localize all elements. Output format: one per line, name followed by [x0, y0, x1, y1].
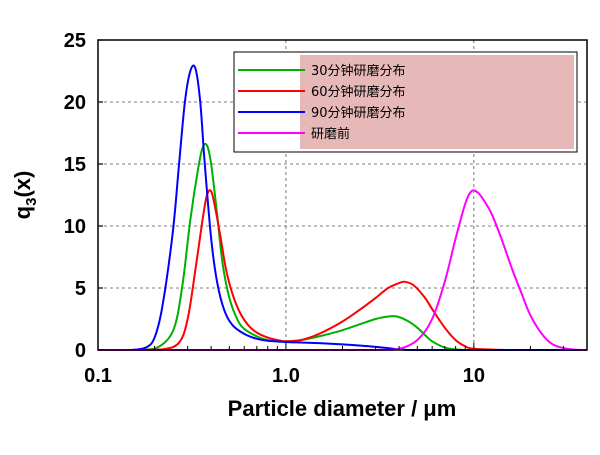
x-tick-label: 1.0	[272, 365, 300, 387]
y-tick-label: 10	[64, 216, 86, 238]
y-tick-label: 0	[75, 340, 86, 362]
x-tick-label: 10	[463, 365, 485, 387]
axis-ticks: 0 5 10 15 20 25 0.1 1.0 10	[64, 30, 565, 387]
y-axis-title: q3(x)	[10, 171, 40, 220]
y-axis-title-sub: 3	[23, 198, 40, 206]
x-tick-label: 0.1	[84, 365, 112, 387]
series-line-4	[98, 189, 588, 352]
legend-label: 90分钟研磨分布	[311, 105, 406, 121]
y-tick-label: 20	[64, 92, 86, 114]
y-tick-label: 15	[64, 154, 86, 176]
y-tick-label: 5	[75, 278, 86, 300]
legend-label: 30分钟研磨分布	[311, 63, 406, 79]
legend-highlight	[300, 55, 574, 149]
y-tick-label: 25	[64, 30, 86, 52]
legend-label: 60分钟研磨分布	[311, 84, 406, 100]
series-group	[98, 64, 588, 352]
grid	[98, 40, 587, 350]
legend-label: 研磨前	[311, 126, 350, 142]
y-axis-title-tail: (x)	[10, 171, 35, 198]
y-axis-title-main: q	[10, 206, 35, 219]
series-line-3	[130, 64, 587, 351]
x-axis-title: Particle diameter / μm	[228, 396, 457, 421]
